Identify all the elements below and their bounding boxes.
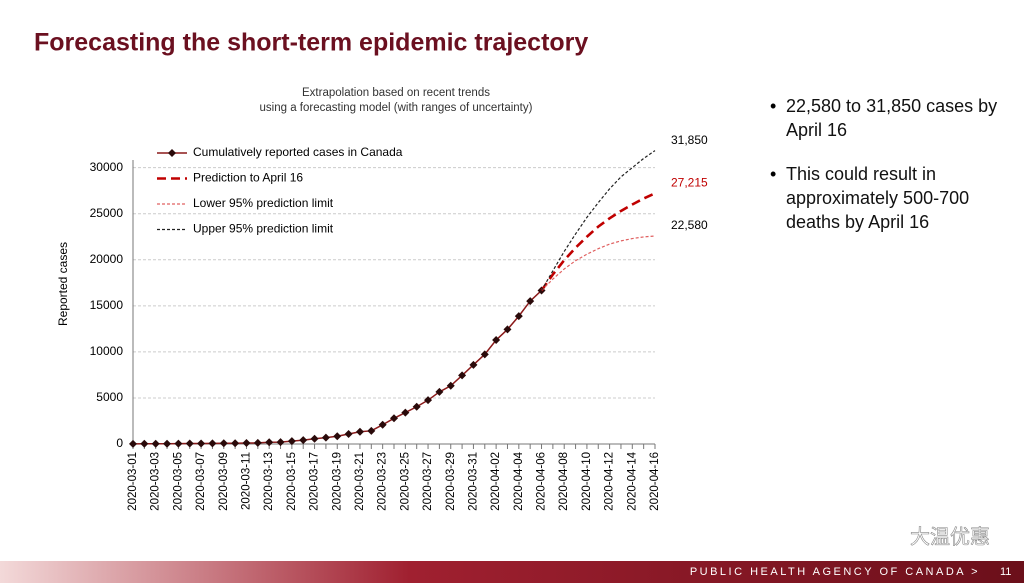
y-axis-label: Reported cases (56, 242, 70, 326)
legend-label: Upper 95% prediction limit (193, 222, 334, 236)
y-tick-label: 15000 (90, 298, 124, 312)
data-point (163, 439, 172, 448)
data-point (355, 427, 364, 436)
data-label: 31,850 (671, 133, 708, 147)
legend-label: Cumulatively reported cases in Canada (193, 145, 403, 159)
x-tick-label: 2020-04-06 (536, 452, 548, 511)
x-tick-label: 2020-04-16 (649, 452, 661, 511)
data-point (469, 360, 478, 369)
chart-subtitle: using a forecasting model (with ranges o… (260, 102, 533, 114)
data-point (435, 387, 444, 396)
data-point (344, 429, 353, 438)
data-point (253, 438, 262, 447)
chart-subtitle: Extrapolation based on recent trends (302, 87, 490, 99)
series-line (541, 235, 656, 291)
x-tick-label: 2020-04-02 (490, 452, 502, 511)
series-line (132, 289, 543, 445)
x-tick-label: 2020-03-25 (399, 452, 411, 511)
data-point (480, 350, 489, 359)
x-tick-label: 2020-03-03 (150, 452, 162, 511)
data-point (446, 381, 455, 390)
bullet-text: This could result in (786, 164, 936, 184)
data-point (129, 439, 137, 448)
data-point (299, 436, 308, 445)
footer-bar (0, 561, 1024, 583)
slide-title: Forecasting the short-term epidemic traj… (34, 29, 588, 57)
x-tick-label: 2020-03-31 (467, 452, 479, 511)
x-tick-label: 2020-04-04 (513, 451, 525, 510)
legend-label: Prediction to April 16 (193, 171, 303, 185)
x-tick-label: 2020-03-17 (309, 452, 321, 511)
data-point (208, 439, 217, 448)
footer-text: PUBLIC HEALTH AGENCY OF CANADA > (690, 566, 980, 578)
x-tick-label: 2020-03-07 (195, 452, 207, 511)
data-point (276, 438, 285, 447)
y-tick-label: 25000 (90, 206, 124, 220)
data-point (503, 325, 512, 334)
data-point (514, 312, 523, 321)
x-tick-label: 2020-04-14 (626, 451, 638, 510)
bullet-dot: • (770, 96, 776, 116)
data-point (526, 297, 535, 306)
data-point (390, 414, 398, 423)
bullet: 22,580 to 31,850 cases by April 16 (786, 96, 997, 140)
x-tick-label: 2020-03-27 (422, 452, 434, 511)
data-point (265, 438, 274, 447)
data-point (458, 371, 467, 380)
page-number: 11 (1000, 566, 1011, 578)
legend-marker (168, 149, 176, 157)
bullet-dot: • (770, 164, 776, 184)
bullet: This could result in approximately 500-70… (786, 164, 969, 232)
y-tick-label: 5000 (96, 390, 123, 404)
x-tick-label: 2020-03-21 (354, 452, 366, 511)
data-point (140, 439, 149, 448)
data-point (151, 439, 160, 448)
data-point (185, 439, 194, 448)
x-tick-label: 2020-04-08 (558, 452, 570, 511)
data-point (287, 437, 296, 446)
data-point (492, 336, 501, 345)
data-label: 27,215 (671, 175, 708, 189)
x-tick-label: 2020-03-23 (377, 452, 389, 511)
bullet-text: 22,580 to 31,850 cases by (786, 96, 997, 116)
x-tick-label: 2020-03-01 (127, 452, 139, 511)
y-tick-label: 10000 (90, 344, 124, 358)
y-tick-label: 20000 (90, 252, 124, 266)
data-point (333, 432, 342, 441)
y-tick-label: 0 (116, 436, 123, 450)
data-point (231, 439, 240, 448)
x-tick-label: 2020-04-10 (581, 452, 593, 511)
y-tick-label: 30000 (90, 160, 124, 174)
data-point (197, 439, 206, 448)
data-point (424, 396, 433, 405)
x-tick-label: 2020-03-19 (331, 452, 343, 511)
x-tick-label: 2020-03-09 (218, 452, 230, 511)
x-tick-label: 2020-03-13 (263, 452, 275, 511)
data-point (310, 434, 319, 443)
data-point (378, 420, 387, 429)
legend-label: Lower 95% prediction limit (193, 196, 334, 210)
data-point (401, 408, 410, 417)
x-tick-label: 2020-03-15 (286, 452, 298, 511)
data-point (219, 439, 228, 448)
x-tick-label: 2020-03-29 (445, 452, 457, 511)
data-point (321, 433, 330, 442)
watermark: 大温优惠 (910, 525, 990, 548)
series-line (540, 192, 656, 292)
data-point (367, 426, 376, 435)
x-tick-label: 2020-03-05 (172, 452, 184, 511)
data-point (174, 439, 183, 448)
data-point (242, 439, 251, 448)
x-tick-label: 2020-03-11 (241, 452, 253, 510)
data-label: 22,580 (671, 218, 708, 232)
data-point (412, 402, 421, 411)
x-tick-label: 2020-04-12 (604, 452, 616, 511)
series-line (541, 150, 656, 291)
